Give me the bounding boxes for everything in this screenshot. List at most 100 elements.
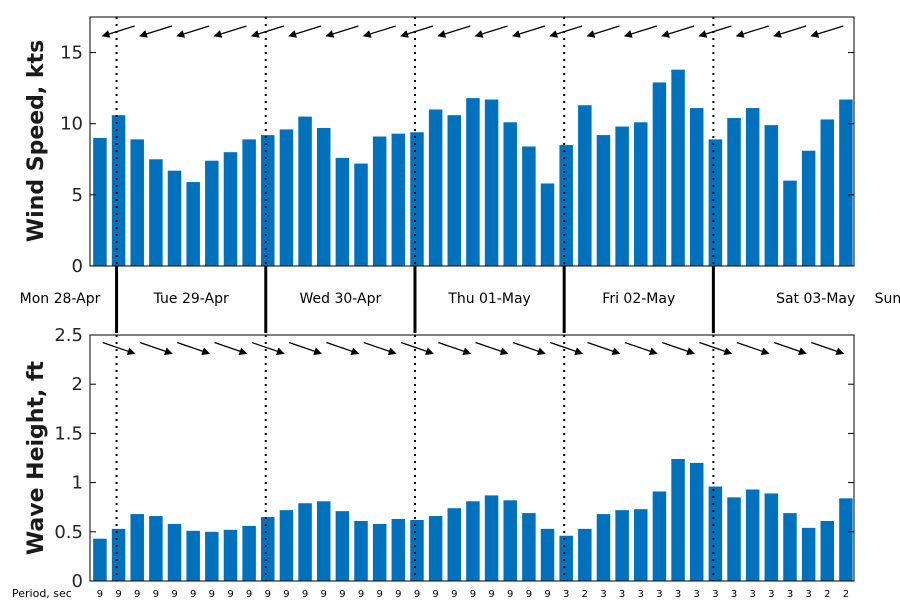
period-value: 9 xyxy=(134,589,140,600)
wave-height-bar xyxy=(540,528,555,581)
wave-direction-arrow xyxy=(661,341,696,356)
wind-direction-arrow xyxy=(511,25,546,38)
wave-direction-arrow xyxy=(811,341,845,356)
day-label: Fri 02-May xyxy=(602,291,675,307)
wave-direction-arrow xyxy=(102,341,136,356)
period-value: 9 xyxy=(227,589,233,600)
period-value: 2 xyxy=(582,589,588,600)
wave-y-tick-label: 0 xyxy=(72,571,83,592)
wind-direction-arrow xyxy=(810,25,844,38)
wind-speed-bar xyxy=(410,132,424,266)
wind-speed-bar xyxy=(391,133,406,266)
wind-speed-bar xyxy=(335,157,350,266)
wave-direction-arrow xyxy=(475,341,509,356)
wave-height-bar xyxy=(335,511,350,581)
wave-direction-arrow xyxy=(587,341,621,356)
day-label: Thu 01-May xyxy=(447,291,531,307)
period-value: 9 xyxy=(507,589,513,600)
wind-direction-arrow xyxy=(250,25,284,38)
wind-speed-bar xyxy=(149,159,163,266)
wind-speed-bar xyxy=(578,105,592,266)
wind-speed-bar xyxy=(540,183,555,266)
wave-direction-arrow xyxy=(624,341,658,356)
period-value: 9 xyxy=(544,589,550,600)
wave-height-bar xyxy=(559,535,573,581)
period-value: 3 xyxy=(731,589,737,600)
wave-height-bar xyxy=(261,517,275,581)
day-label: Sat 03-May xyxy=(776,291,855,307)
wind-direction-arrow xyxy=(325,25,359,38)
wind-direction-arrow xyxy=(437,25,471,38)
wave-direction-arrow xyxy=(288,341,323,356)
wave-height-bar xyxy=(671,458,685,581)
wave-height-bar xyxy=(727,497,741,581)
wind-speed-bar xyxy=(205,160,219,266)
wave-direction-arrow xyxy=(550,341,584,356)
period-value: 3 xyxy=(638,589,644,600)
wave-height-bar xyxy=(689,462,704,581)
wave-height-bar xyxy=(391,519,406,581)
wind-speed-bar xyxy=(522,146,536,266)
wind-speed-bar xyxy=(727,118,741,267)
period-value: 9 xyxy=(321,589,327,600)
wave-height-bar xyxy=(596,514,611,581)
period-value: 2 xyxy=(824,589,830,600)
wave-height-bar xyxy=(149,516,163,581)
wind-speed-bar xyxy=(484,99,499,266)
period-value: 9 xyxy=(339,589,345,600)
wave-height-bar xyxy=(466,501,480,581)
period-value: 9 xyxy=(153,589,159,600)
wind-direction-arrow xyxy=(698,25,732,38)
wind-y-tick-label: 0 xyxy=(72,256,83,277)
period-value: 9 xyxy=(190,589,196,600)
period-value: 9 xyxy=(265,589,271,600)
wave-height-bar xyxy=(447,508,462,581)
period-value: 9 xyxy=(395,589,401,600)
wind-y-tick-label: 15 xyxy=(60,43,83,64)
wind-speed-bar xyxy=(130,139,144,266)
wave-direction-arrow xyxy=(326,341,360,356)
wind-speed-axis-label: Wind Speed, kts xyxy=(24,40,49,242)
wave-direction-arrow xyxy=(214,341,248,356)
period-value: 9 xyxy=(302,589,308,600)
wave-height-bar xyxy=(522,513,536,581)
wind-y-tick-label: 10 xyxy=(60,114,83,135)
period-value: 3 xyxy=(768,589,774,600)
wave-direction-arrow xyxy=(177,341,211,356)
wave-height-bar xyxy=(93,538,107,581)
wave-direction-arrow xyxy=(736,341,770,356)
period-value: 9 xyxy=(432,589,438,600)
wave-height-bar xyxy=(111,528,126,581)
period-label: Period, sec xyxy=(12,587,72,600)
wind-y-tick-label: 5 xyxy=(72,185,83,206)
wave-height-bar xyxy=(410,519,424,581)
day-label: Tue 29-Apr xyxy=(153,291,229,307)
wave-height-bar xyxy=(503,500,517,581)
wind-direction-arrow xyxy=(138,25,173,38)
wave-height-bar xyxy=(745,489,760,581)
wave-y-tick-label: 2.5 xyxy=(54,325,83,346)
wind-speed-panel: 0 5 10 15 Wind Speed, kts xyxy=(24,16,855,277)
wind-speed-bar xyxy=(447,115,462,267)
wind-direction-arrow xyxy=(623,25,657,38)
wind-speed-bar xyxy=(839,99,853,266)
wind-speed-bar xyxy=(801,150,816,266)
wave-height-bar xyxy=(130,514,144,581)
period-value: 9 xyxy=(488,589,494,600)
wave-height-bar xyxy=(167,523,182,581)
wind-direction-arrow xyxy=(474,25,508,38)
period-value: 3 xyxy=(787,589,793,600)
period-value: 9 xyxy=(358,589,364,600)
wave-y-tick-label: 2 xyxy=(72,374,83,395)
period-value: 3 xyxy=(805,589,811,600)
wave-height-bar xyxy=(279,510,294,581)
wave-direction-arrow xyxy=(251,341,285,356)
wind-speed-bar xyxy=(671,69,685,267)
wave-y-tick-label: 1 xyxy=(72,473,83,494)
wave-height-bar xyxy=(372,523,387,581)
wave-plot-frame xyxy=(89,334,855,582)
wave-height-bar xyxy=(223,529,238,581)
wave-y-tick-label: 1.5 xyxy=(54,423,83,444)
day-label-band: Mon 28-Apr Tue 29-Apr Wed 30-Apr Thu 01-May… xyxy=(20,266,900,333)
